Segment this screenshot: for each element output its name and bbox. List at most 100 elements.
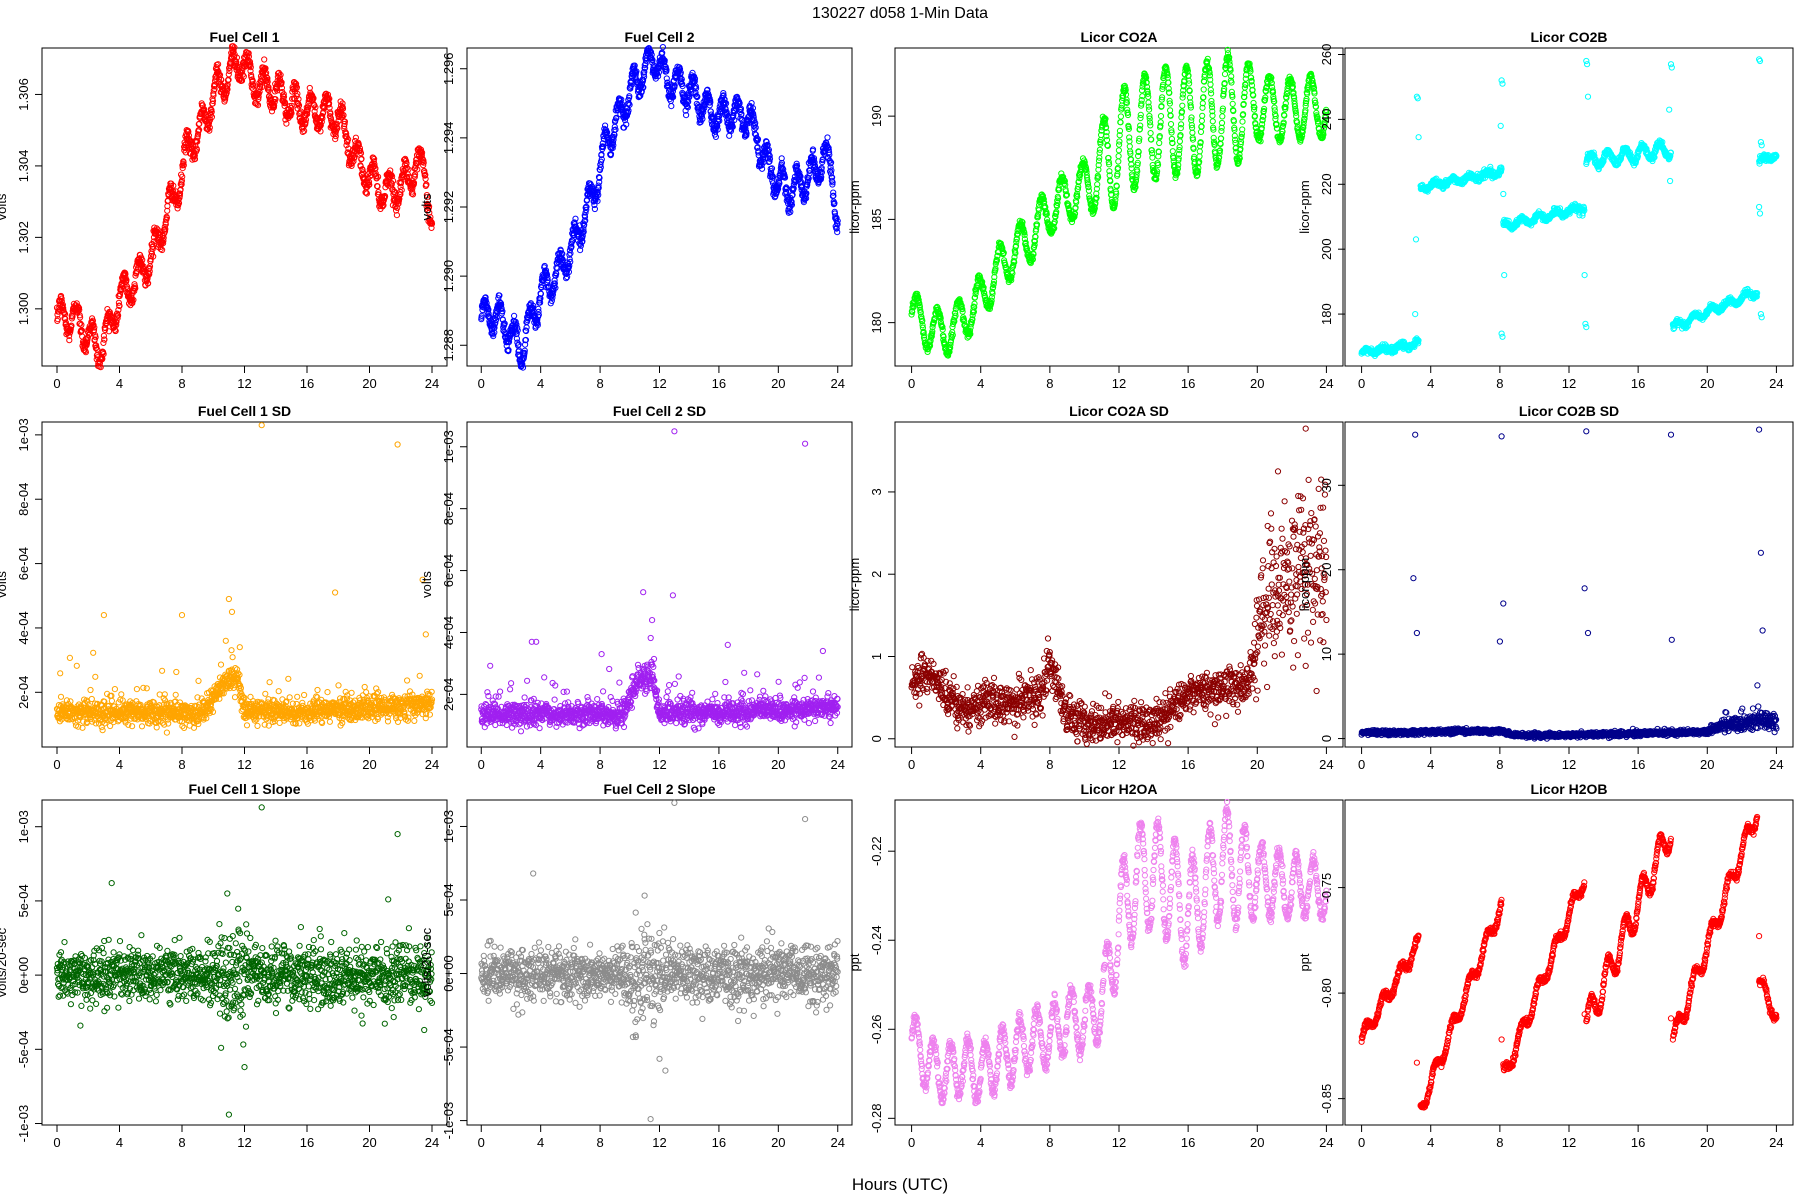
data-point: [1167, 121, 1175, 128]
data-point: [301, 127, 308, 135]
data-point: [659, 44, 667, 51]
data-point: [352, 134, 359, 141]
x-tick-label: 8: [596, 376, 603, 391]
data-point: [394, 204, 401, 211]
data-point: [178, 177, 185, 184]
data-point: [254, 102, 262, 109]
figure-x-label: Hours (UTC): [852, 1175, 948, 1194]
data-point: [159, 246, 166, 254]
y-tick-label: 180: [869, 312, 884, 334]
data-point: [302, 119, 309, 126]
data-point: [302, 116, 310, 123]
x-tick-label: 0: [478, 376, 485, 391]
data-point: [206, 127, 213, 134]
data-point: [1147, 122, 1154, 129]
x-tick-label: 4: [116, 376, 123, 391]
data-point: [1116, 138, 1123, 145]
data-point: [161, 228, 169, 235]
y-tick-label: 1.306: [16, 78, 31, 111]
data-point: [261, 56, 268, 63]
data-point: [1145, 93, 1152, 101]
x-tick-label: 16: [712, 376, 726, 391]
data-point: [1239, 118, 1246, 125]
data-point: [176, 190, 184, 197]
figure-title: 130227 d058 1-Min Data: [812, 5, 988, 22]
data-point: [1117, 113, 1125, 120]
data-point: [193, 146, 200, 153]
data-point: [668, 103, 675, 110]
data-point: [82, 349, 90, 356]
data-point: [231, 44, 238, 51]
x-tick-label: 12: [1562, 376, 1576, 391]
data-point: [1115, 153, 1122, 160]
data-point: [76, 312, 83, 319]
x-tick-label: 20: [362, 376, 376, 391]
data-point: [390, 177, 397, 184]
data-point: [379, 203, 386, 210]
data-point: [160, 234, 167, 241]
data-point: [317, 128, 324, 135]
y-tick-label: 1.290: [441, 260, 456, 293]
data-point: [1157, 113, 1165, 120]
data-point: [54, 311, 61, 318]
x-tick-label: 4: [977, 376, 984, 391]
data-point: [288, 110, 295, 117]
data-point: [207, 110, 214, 117]
data-point: [293, 84, 300, 91]
data-point: [178, 181, 185, 188]
y-tick-label: 185: [869, 209, 884, 231]
x-tick-label: 20: [1700, 376, 1714, 391]
data-point: [101, 336, 108, 343]
data-point: [1179, 102, 1186, 109]
data-point: [78, 327, 86, 334]
data-point: [567, 250, 574, 257]
data-point: [204, 126, 211, 133]
data-point: [1156, 139, 1163, 147]
data-point: [145, 280, 152, 287]
data-point: [1197, 128, 1205, 135]
data-point: [304, 107, 311, 114]
data-point: [92, 334, 99, 341]
data-point: [100, 339, 107, 346]
data-point: [247, 64, 254, 71]
x-tick-label: 20: [1250, 376, 1264, 391]
x-tick-label: 12: [237, 376, 251, 391]
data-point: [1115, 147, 1123, 154]
panel-title: Fuel Cell 2: [624, 29, 694, 45]
data-point: [282, 100, 289, 107]
data-point: [185, 135, 192, 142]
y-axis-label: volts: [0, 193, 9, 220]
data-point: [112, 327, 119, 334]
data-point: [206, 124, 213, 131]
data-point: [205, 120, 213, 127]
data-point: [250, 82, 257, 89]
data-point: [105, 328, 113, 335]
data-point: [510, 312, 518, 319]
data-point: [326, 100, 333, 107]
data-point: [359, 167, 366, 174]
data-point: [1208, 90, 1215, 97]
data-point: [382, 193, 389, 200]
data-point: [1218, 135, 1225, 142]
data-point: [271, 102, 278, 109]
x-tick-label: 8: [1496, 376, 1503, 391]
data-point: [326, 104, 333, 111]
data-point: [523, 324, 530, 331]
data-point: [327, 110, 334, 118]
data-point: [245, 50, 252, 57]
data-point: [196, 120, 203, 127]
data-point: [91, 324, 98, 331]
data-point: [350, 158, 357, 165]
data-point: [1196, 153, 1203, 160]
data-point: [1221, 71, 1229, 78]
data-point: [85, 331, 93, 338]
data-point: [215, 68, 222, 75]
data-point: [310, 95, 317, 102]
data-point: [146, 271, 153, 278]
x-tick-label: 16: [1181, 376, 1195, 391]
y-axis-label: licor-ppm: [847, 180, 862, 233]
data-point: [1147, 130, 1154, 137]
